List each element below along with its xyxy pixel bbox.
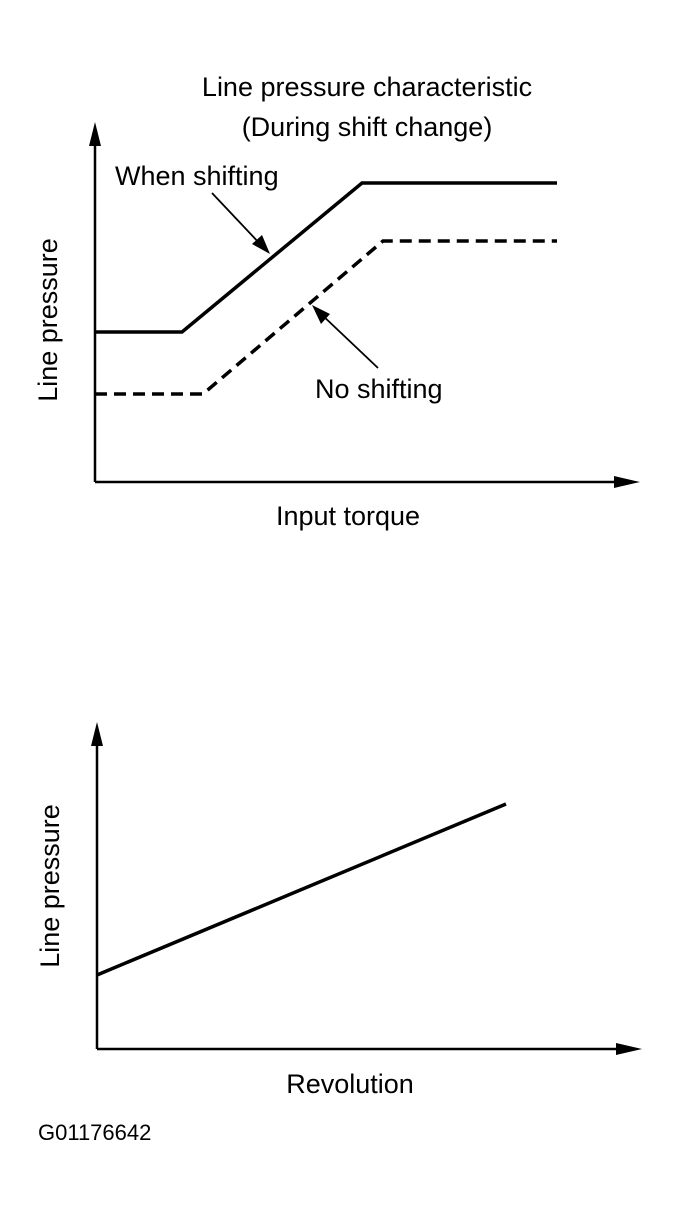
- y-axis-arrow: [91, 722, 103, 746]
- annotation: When shifting: [115, 161, 279, 191]
- when-shifting-curve: [95, 181, 557, 334]
- title-line: (During shift change): [242, 112, 493, 142]
- y-axis-label: Line pressure: [35, 804, 65, 968]
- x-axis-label: Revolution: [286, 1069, 414, 1099]
- leader-arrow: [312, 305, 330, 324]
- bottom-chart: Line pressure Revolution: [35, 722, 642, 1099]
- y-axis-arrow: [89, 122, 101, 146]
- revolution-curve: [96, 802, 507, 977]
- leader-arrow: [252, 235, 270, 254]
- x-axis-arrow: [614, 476, 640, 488]
- y-axis-label: Line pressure: [33, 238, 63, 402]
- x-axis-label: Input torque: [276, 501, 420, 531]
- x-axis-arrow: [616, 1043, 642, 1055]
- annotation: No shifting: [315, 374, 443, 404]
- top-chart: Line pressure characteristic (During shi…: [33, 72, 640, 531]
- title-line: Line pressure characteristic: [202, 72, 532, 102]
- leader-line: [319, 312, 379, 369]
- leader-line: [211, 192, 263, 247]
- figure-id: G01176642: [38, 1120, 151, 1145]
